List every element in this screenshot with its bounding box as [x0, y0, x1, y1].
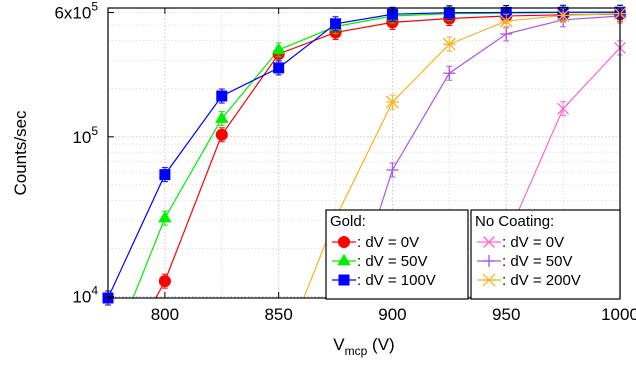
y-tick-label: 104: [72, 284, 98, 307]
data-point: [442, 37, 456, 51]
data-point: [443, 67, 456, 80]
x-tick-label: 900: [378, 305, 406, 324]
data-point: [386, 163, 399, 177]
legend-entry-label: : dV = 100V: [357, 272, 436, 289]
y-axis-title: Counts/sec: [11, 110, 30, 196]
y-tick-label-exponent: 4: [91, 284, 98, 298]
data-point: [385, 95, 399, 109]
legend-box: [325, 209, 469, 300]
data-point: [158, 210, 172, 223]
x-tick-label: 950: [492, 305, 520, 324]
data-point: [556, 8, 570, 22]
legend-box: [470, 209, 621, 300]
y-tick-label-base: 10: [72, 128, 91, 147]
data-point: [443, 7, 455, 19]
data-point: [557, 102, 570, 115]
legend-entry-label: : dV = 50V: [502, 253, 572, 270]
data-point: [483, 236, 495, 248]
legend-title: Gold:: [330, 213, 366, 230]
data-point: [500, 27, 513, 41]
legend-entry-label: : dV = 200V: [502, 272, 581, 289]
legend-entry-label: : dV = 0V: [357, 234, 419, 251]
data-point: [330, 18, 342, 30]
x-tick-label: 800: [151, 305, 179, 324]
series-line: [350, 15, 620, 298]
x-tick-label: 1000: [601, 305, 636, 324]
legend-title: No Coating:: [475, 213, 554, 230]
data-point: [337, 235, 351, 249]
x-axis-title-subscript: mcp: [345, 344, 368, 358]
data-point: [338, 274, 350, 286]
data-point: [386, 8, 398, 20]
y-tick-label-exponent: 5: [91, 124, 98, 138]
x-tick-label: 850: [264, 305, 292, 324]
data-point: [215, 128, 228, 141]
series-line: [108, 11, 620, 298]
legend-entry-label: : dV = 50V: [357, 253, 427, 270]
y-tick-label: 105: [72, 124, 98, 147]
data-point: [158, 275, 171, 288]
x-axis-title-main: V: [333, 335, 345, 354]
y-tick-label-exponent: 5: [91, 0, 98, 13]
x-axis-title-unit: (V): [367, 335, 394, 354]
legend-entry-label: : dV = 0V: [502, 234, 564, 251]
data-point: [482, 254, 496, 268]
y-tick-label-base: 10: [72, 288, 91, 307]
y-tick-label: 6x105: [54, 0, 98, 22]
data-point: [159, 169, 171, 181]
data-point: [271, 42, 286, 55]
data-point: [482, 273, 496, 287]
data-point: [214, 111, 229, 123]
data-point: [273, 62, 285, 74]
legends: Gold:: dV = 0V: dV = 50V: dV = 100V No Co…: [325, 209, 621, 300]
y-tick-label-base: 6x10: [54, 3, 91, 22]
series-line: [155, 13, 620, 298]
data-point: [337, 253, 351, 266]
data-point: [216, 90, 228, 102]
x-axis-title: Vmcp (V): [333, 335, 394, 358]
data-point: [499, 14, 513, 28]
